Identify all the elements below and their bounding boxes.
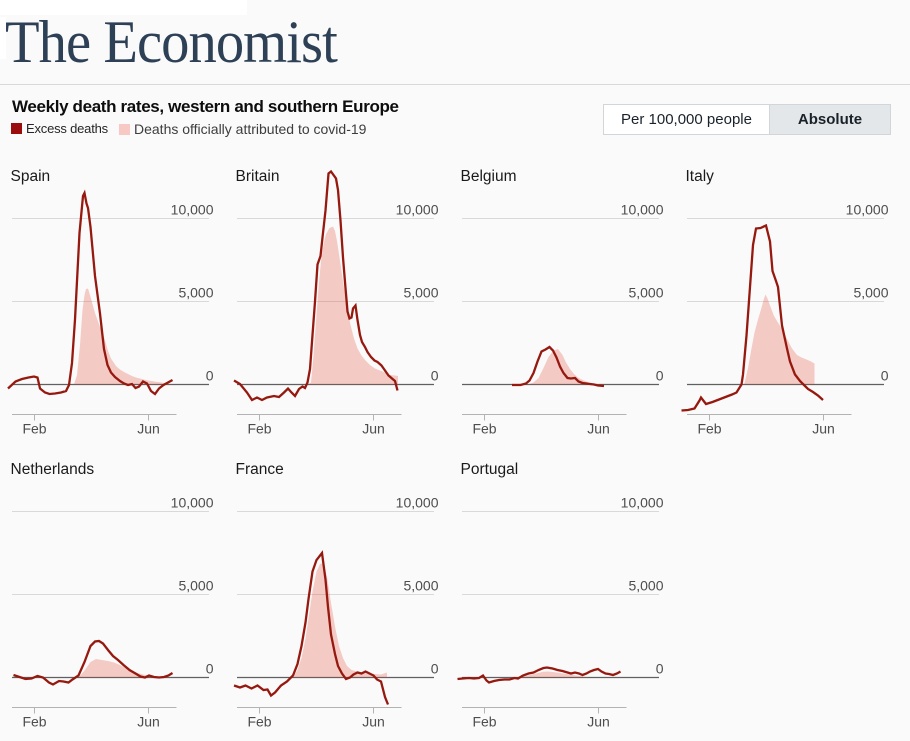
svg-text:10,000: 10,000 xyxy=(171,202,214,218)
svg-text:5,000: 5,000 xyxy=(403,578,438,594)
svg-text:Jun: Jun xyxy=(362,714,385,730)
svg-text:Jun: Jun xyxy=(362,421,385,437)
svg-text:10,000: 10,000 xyxy=(846,202,889,218)
svg-text:Netherlands: Netherlands xyxy=(11,461,95,478)
svg-text:5,000: 5,000 xyxy=(628,578,663,594)
svg-text:Britain: Britain xyxy=(236,168,280,185)
svg-text:10,000: 10,000 xyxy=(396,495,439,511)
svg-text:10,000: 10,000 xyxy=(621,202,664,218)
svg-text:10,000: 10,000 xyxy=(621,495,664,511)
svg-text:Jun: Jun xyxy=(587,421,610,437)
svg-text:0: 0 xyxy=(431,368,439,384)
svg-text:5,000: 5,000 xyxy=(628,285,663,301)
svg-text:Feb: Feb xyxy=(472,421,496,437)
svg-text:10,000: 10,000 xyxy=(396,202,439,218)
svg-text:Jun: Jun xyxy=(812,421,835,437)
svg-text:Feb: Feb xyxy=(697,421,721,437)
svg-text:0: 0 xyxy=(206,368,214,384)
svg-text:France: France xyxy=(236,461,284,478)
svg-text:0: 0 xyxy=(656,368,664,384)
svg-text:Feb: Feb xyxy=(247,421,271,437)
svg-text:10,000: 10,000 xyxy=(171,495,214,511)
svg-text:0: 0 xyxy=(656,661,664,677)
svg-text:Feb: Feb xyxy=(22,421,46,437)
svg-text:Feb: Feb xyxy=(472,714,496,730)
svg-text:5,000: 5,000 xyxy=(178,285,213,301)
svg-text:Jun: Jun xyxy=(587,714,610,730)
svg-text:5,000: 5,000 xyxy=(178,578,213,594)
svg-text:0: 0 xyxy=(431,661,439,677)
svg-text:Jun: Jun xyxy=(137,421,160,437)
svg-text:Italy: Italy xyxy=(686,168,715,185)
svg-text:5,000: 5,000 xyxy=(403,285,438,301)
svg-text:Jun: Jun xyxy=(137,714,160,730)
svg-text:0: 0 xyxy=(206,661,214,677)
svg-text:0: 0 xyxy=(881,368,889,384)
svg-text:Portugal: Portugal xyxy=(461,461,519,478)
svg-text:Feb: Feb xyxy=(247,714,271,730)
svg-text:5,000: 5,000 xyxy=(853,285,888,301)
svg-text:Belgium: Belgium xyxy=(461,168,517,185)
svg-text:Spain: Spain xyxy=(11,168,51,185)
svg-text:Feb: Feb xyxy=(22,714,46,730)
